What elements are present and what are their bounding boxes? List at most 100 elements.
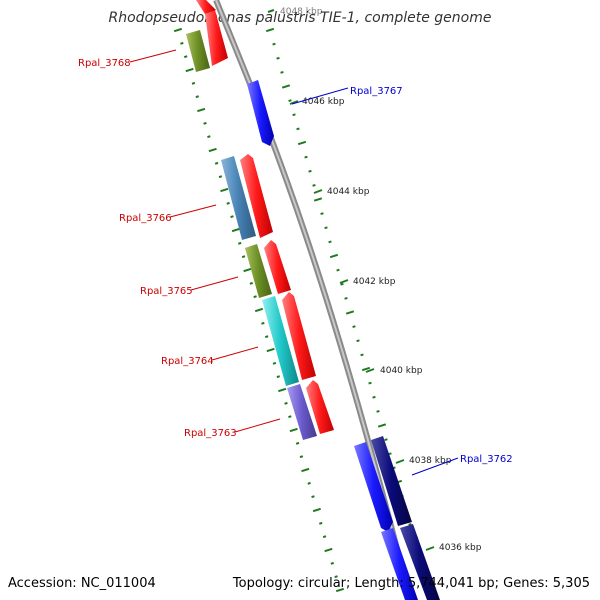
track-dot xyxy=(311,495,315,499)
track-dot xyxy=(191,81,196,85)
label-group-rpal-3762: Rpal_3762 xyxy=(411,454,513,476)
track-dot xyxy=(183,55,188,59)
track-dot xyxy=(312,507,321,513)
track-dot xyxy=(377,423,387,428)
track-dot xyxy=(308,169,312,173)
track-dot xyxy=(318,521,323,525)
gene-label-rpal-3763[interactable]: Rpal_3763 xyxy=(184,428,237,439)
gene-label-rpal-3762[interactable]: Rpal_3762 xyxy=(460,454,513,465)
track-dot xyxy=(324,547,333,553)
tick-label-4040: 4040 kbp xyxy=(380,366,423,376)
track-dot xyxy=(226,201,230,205)
track-dot xyxy=(352,325,356,329)
track-dot xyxy=(278,387,287,393)
label-group-rpal-3768: Rpal_3768 xyxy=(78,49,177,69)
gene-rpal-3764[interactable] xyxy=(282,292,316,380)
track-dot xyxy=(322,535,327,539)
label-group-rpal-3763: Rpal_3763 xyxy=(184,418,281,439)
track-dot xyxy=(249,281,254,285)
track-dot xyxy=(284,401,288,405)
track-dot xyxy=(214,161,219,165)
track-dot xyxy=(335,587,345,593)
gene-rpal-3768[interactable] xyxy=(186,0,228,72)
gene-rpal-3766[interactable] xyxy=(240,154,273,238)
track-dot xyxy=(344,296,348,300)
track-dot xyxy=(207,135,211,139)
track-dot xyxy=(280,70,284,74)
gene-rpal-3766-cog xyxy=(221,156,256,240)
track-dot xyxy=(197,107,206,113)
tick-4038: 4038 kbp xyxy=(395,456,452,466)
track-dot xyxy=(288,99,292,103)
gene-rpal-3763-cog xyxy=(287,384,317,440)
track-dot xyxy=(336,268,340,272)
track-dot xyxy=(408,522,412,526)
track-dot xyxy=(173,27,183,33)
tick-label-4048: 4048 kbp xyxy=(280,7,323,17)
track-dot xyxy=(330,561,335,565)
track-dot xyxy=(295,441,300,445)
track-dot xyxy=(261,321,265,325)
track-dot xyxy=(276,56,280,60)
track-dot xyxy=(185,67,194,73)
track-dot xyxy=(345,310,355,315)
track-dot xyxy=(299,455,304,459)
tick-4040: 4040 kbp xyxy=(365,366,423,376)
gene-label-rpal-3768[interactable]: Rpal_3768 xyxy=(78,58,131,69)
gene-label-rpal-3766[interactable]: Rpal_3766 xyxy=(119,213,172,224)
label-group-rpal-3767: Rpal_3767 xyxy=(291,86,403,105)
track-dot xyxy=(265,27,275,33)
track-dot xyxy=(320,212,324,216)
track-dot xyxy=(328,240,332,244)
dotted-track-inner xyxy=(173,27,345,593)
label-group-rpal-3765: Rpal_3765 xyxy=(140,276,239,297)
track-dot xyxy=(231,227,240,233)
track-dot xyxy=(312,183,316,187)
track-dot xyxy=(368,381,372,385)
tick-label-4042: 4042 kbp xyxy=(353,277,396,287)
track-dot xyxy=(324,226,328,230)
track-dot xyxy=(195,95,200,99)
track-dot xyxy=(384,438,388,442)
track-dot xyxy=(372,395,376,399)
gene-rpal-3767[interactable] xyxy=(247,80,274,146)
track-dot xyxy=(272,42,276,46)
accession-text: Accession: NC_011004 xyxy=(8,576,156,591)
tick-4044: 4044 kbp xyxy=(313,187,370,197)
track-dot xyxy=(220,187,229,193)
gene-label-rpal-3765[interactable]: Rpal_3765 xyxy=(140,286,193,297)
track-dot xyxy=(241,255,246,259)
tick-label-4046: 4046 kbp xyxy=(302,97,345,107)
gene-rpal-3765-cog xyxy=(245,244,272,298)
track-dot xyxy=(301,467,310,473)
track-dot xyxy=(360,353,364,357)
track-dot xyxy=(230,215,234,219)
genome-backbone xyxy=(213,0,413,600)
track-dot xyxy=(272,361,277,365)
track-dot xyxy=(180,41,184,45)
track-dot xyxy=(307,481,311,485)
track-dot xyxy=(334,575,338,579)
track-dot xyxy=(329,253,339,259)
tick-4036: 4036 kbp xyxy=(425,543,482,553)
gene-rpal-3764-cog xyxy=(262,296,299,386)
track-dot xyxy=(356,339,360,343)
gene-label-rpal-3767[interactable]: Rpal_3767 xyxy=(350,86,403,97)
gene-rpal-3763[interactable] xyxy=(306,380,334,434)
track-dot xyxy=(243,267,252,273)
gene-label-rpal-3764[interactable]: Rpal_3764 xyxy=(161,356,214,367)
map-title: Rhodopseudomonas palustris TIE-1, comple… xyxy=(109,10,492,26)
track-dot xyxy=(361,366,371,372)
track-dot xyxy=(276,375,281,379)
label-group-rpal-3764: Rpal_3764 xyxy=(161,346,259,367)
track-dot xyxy=(288,415,292,419)
track-dot xyxy=(376,409,380,413)
track-dot xyxy=(253,295,257,299)
tick-4046: 4046 kbp xyxy=(289,97,345,107)
tick-label-4044: 4044 kbp xyxy=(327,187,370,197)
track-dot xyxy=(296,127,300,131)
gene-rpal-3765[interactable] xyxy=(264,240,291,294)
track-dot xyxy=(237,241,242,245)
gene-rpal-3762[interactable] xyxy=(354,436,440,600)
